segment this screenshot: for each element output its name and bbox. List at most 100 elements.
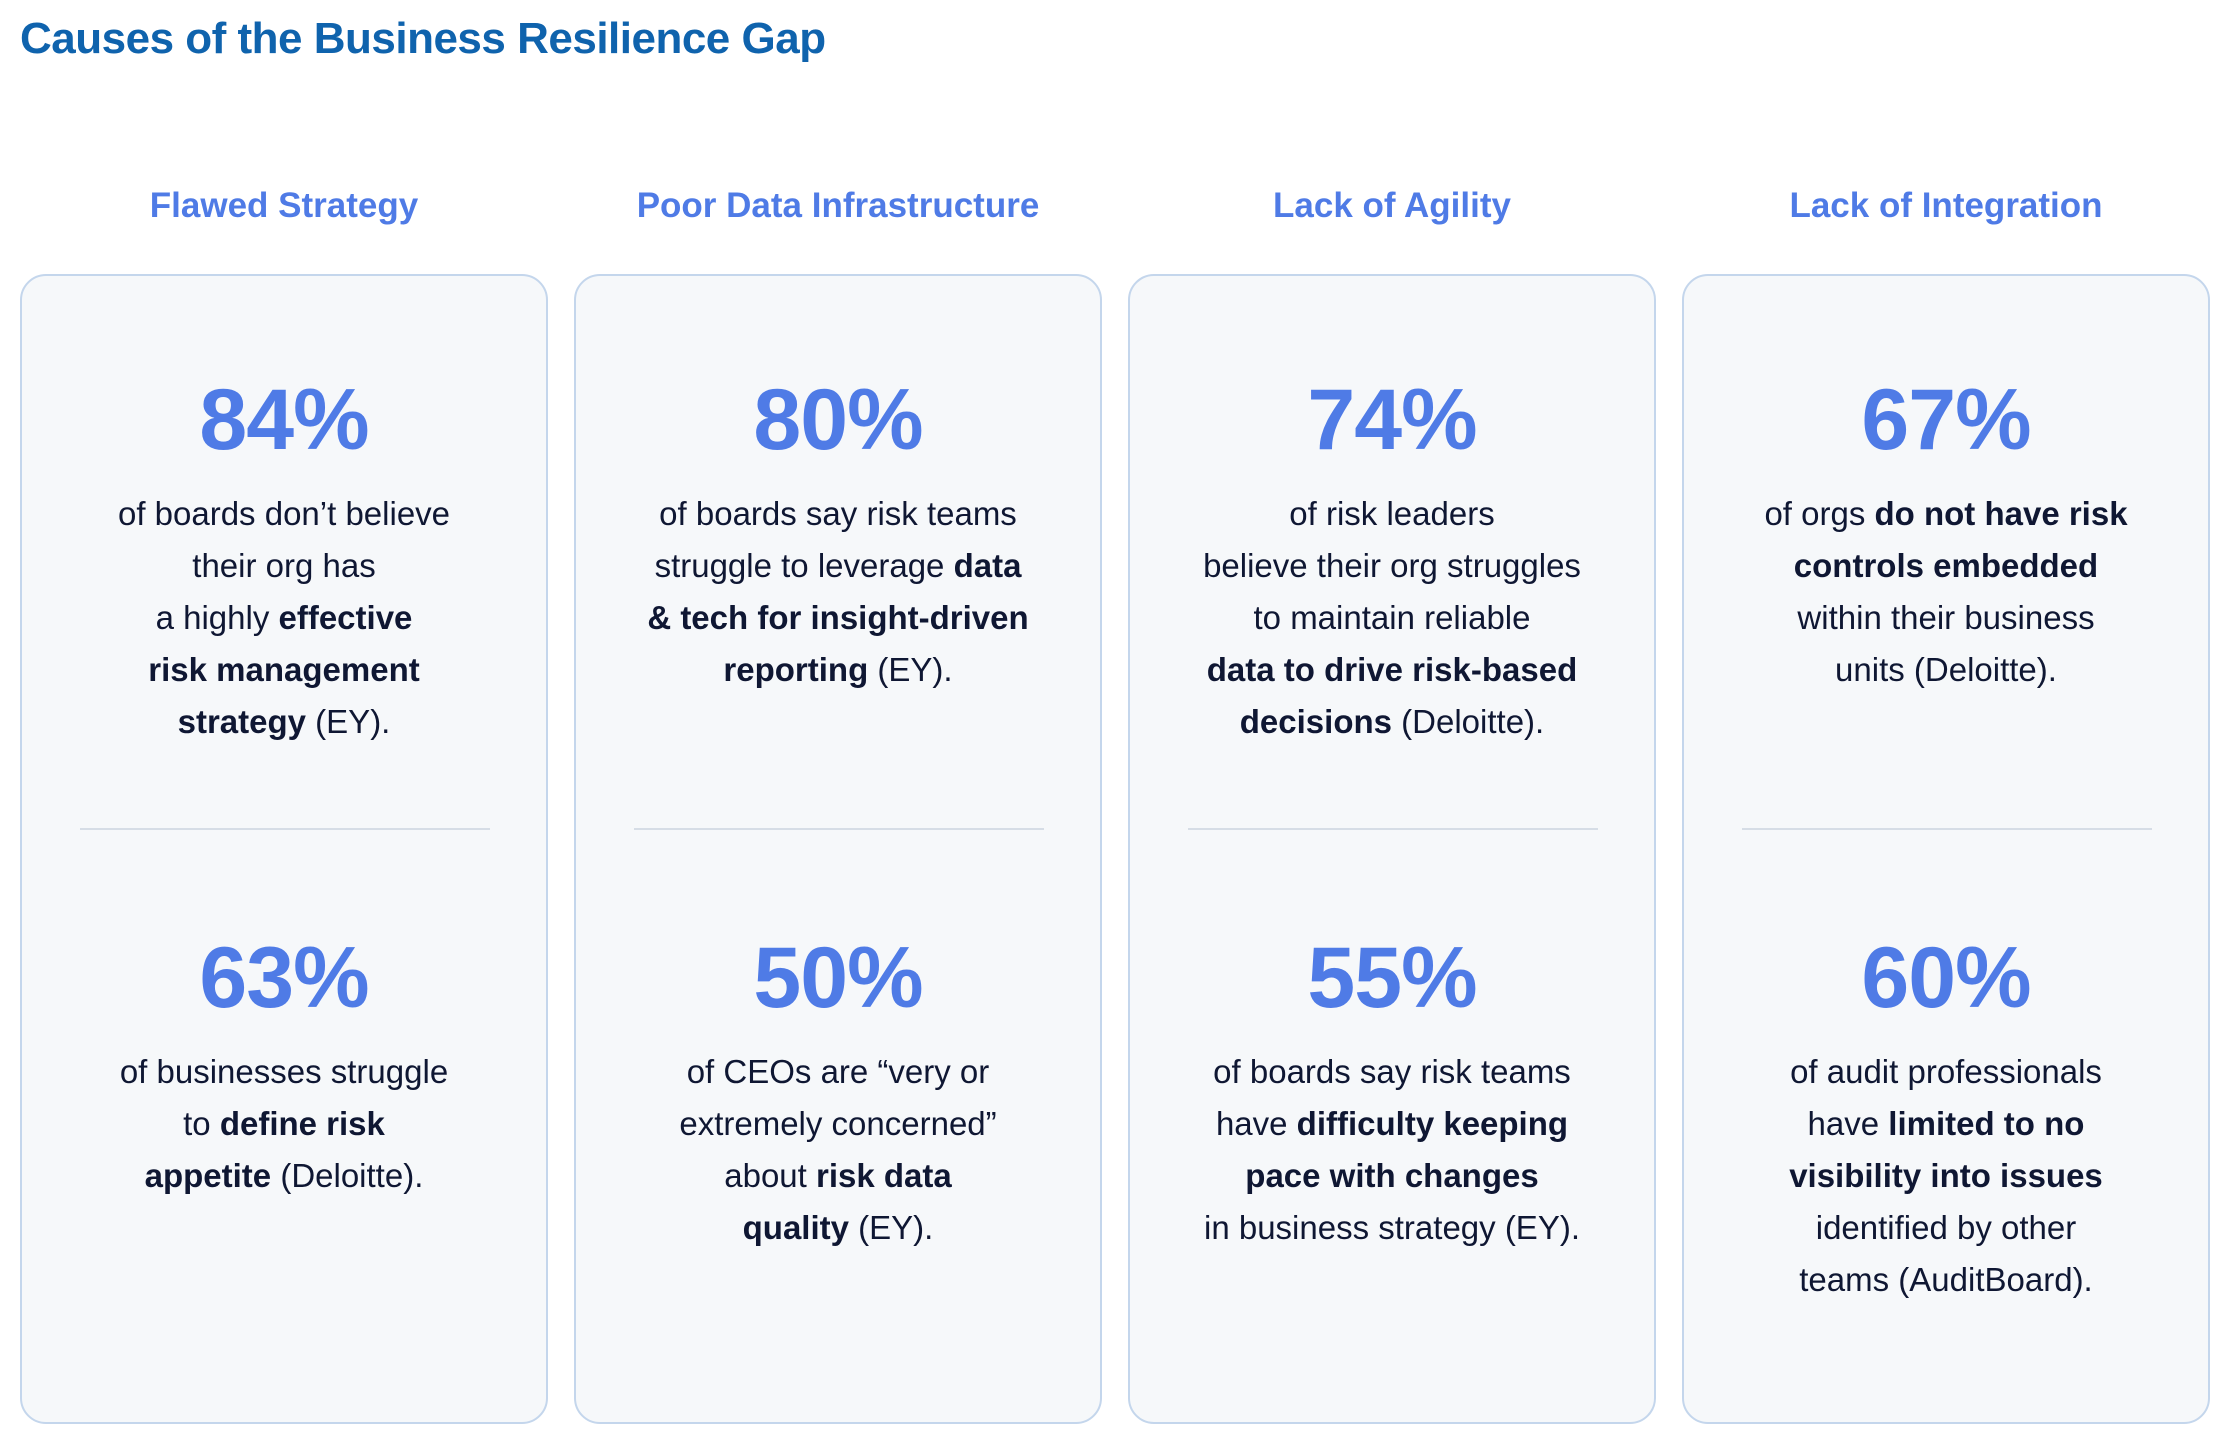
description-line: of boards say risk teams (1170, 1046, 1614, 1098)
description-line: reporting (EY). (616, 644, 1060, 696)
body-text: in business strategy (EY). (1204, 1209, 1580, 1246)
stat-value: 63% (199, 930, 369, 1026)
body-text: to maintain reliable (1253, 599, 1531, 636)
description-line: data to drive risk-based (1170, 644, 1614, 696)
stat-description: of CEOs are “very or extremely concerned”… (576, 1046, 1100, 1254)
description-line: of boards say risk teams (616, 488, 1060, 540)
stat-card: 67% of orgs do not have risk controls emb… (1682, 274, 2210, 1424)
description-line: about risk data (616, 1150, 1060, 1202)
stat-description: of boards say risk teams struggle to leve… (576, 488, 1100, 696)
emphasis-text: reporting (723, 651, 869, 688)
emphasis-text: limited to no (1888, 1105, 2085, 1142)
description-line: of CEOs are “very or (616, 1046, 1060, 1098)
body-text: of boards say risk teams (659, 495, 1017, 532)
divider (1742, 828, 2152, 830)
body-text: of orgs (1764, 495, 1875, 532)
description-line: of orgs do not have risk (1724, 488, 2168, 540)
body-text: to (183, 1105, 220, 1142)
description-line: visibility into issues (1724, 1150, 2168, 1202)
divider (1188, 828, 1598, 830)
body-text: (EY). (306, 703, 391, 740)
emphasis-text: appetite (144, 1157, 272, 1194)
emphasis-text: do not have risk (1874, 495, 2128, 532)
stat-value: 80% (753, 372, 923, 468)
emphasis-text: quality (742, 1209, 849, 1246)
body-text: of businesses struggle (119, 1053, 449, 1090)
description-line: have limited to no (1724, 1098, 2168, 1150)
description-line: risk management (62, 644, 506, 696)
stat-value: 74% (1307, 372, 1477, 468)
description-line: appetite (Deloitte). (62, 1150, 506, 1202)
description-line: decisions (Deloitte). (1170, 696, 1614, 748)
stat-block: 74% of risk leaders believe their org str… (1130, 366, 1654, 748)
body-text: of boards don’t believe (117, 495, 451, 532)
stat-value: 60% (1861, 930, 2031, 1026)
description-line: of risk leaders (1170, 488, 1614, 540)
body-text: have (1807, 1105, 1889, 1142)
stat-description: of boards don’t believe their org has a hi… (22, 488, 546, 748)
stat-block: 50% of CEOs are “very or extremely concer… (576, 924, 1100, 1254)
emphasis-text: pace with changes (1245, 1157, 1539, 1194)
description-line: of businesses struggle (62, 1046, 506, 1098)
description-line: quality (EY). (616, 1202, 1060, 1254)
column-heading: Flawed Strategy (149, 186, 419, 225)
stat-block: 80% of boards say risk teams struggle to … (576, 366, 1100, 696)
body-text: (EY). (868, 651, 953, 688)
emphasis-text: risk data (816, 1157, 952, 1194)
stat-description: of orgs do not have risk controls embedde… (1684, 488, 2208, 696)
page-title: Causes of the Business Resilience Gap (20, 14, 826, 63)
body-text: of boards say risk teams (1213, 1053, 1571, 1090)
description-line: a highly effective (62, 592, 506, 644)
description-line: identified by other (1724, 1202, 2168, 1254)
emphasis-text: decisions (1239, 703, 1392, 740)
column-heading: Lack of Agility (1273, 186, 1511, 225)
description-line: controls embedded (1724, 540, 2168, 592)
column-heading: Poor Data Infrastructure (636, 186, 1040, 225)
body-text: teams (AuditBoard). (1799, 1261, 2093, 1298)
column-heading: Lack of Integration (1789, 186, 2103, 225)
body-text: of CEOs are “very or (686, 1053, 990, 1090)
body-text: about (724, 1157, 816, 1194)
body-text: within their business (1797, 599, 2095, 636)
emphasis-text: define risk (219, 1105, 385, 1142)
stat-value: 50% (753, 930, 923, 1026)
stat-block: 63% of businesses struggle to define risk… (22, 924, 546, 1202)
stat-description: of boards say risk teams have difficulty … (1130, 1046, 1654, 1254)
description-line: pace with changes (1170, 1150, 1614, 1202)
body-text: struggle to leverage (654, 547, 954, 584)
emphasis-text: strategy (177, 703, 307, 740)
stat-block: 55% of boards say risk teams have difficu… (1130, 924, 1654, 1254)
body-text: (Deloitte). (271, 1157, 424, 1194)
body-text: units (Deloitte). (1835, 651, 2057, 688)
description-line: units (Deloitte). (1724, 644, 2168, 696)
stat-value: 84% (199, 372, 369, 468)
description-line: believe their org struggles (1170, 540, 1614, 592)
body-text: of risk leaders (1289, 495, 1495, 532)
column-lack-of-integration: Lack of Integration 67% of orgs do not h… (1682, 0, 2210, 1451)
emphasis-text: data to drive risk-based (1206, 651, 1578, 688)
stat-description: of businesses struggle to define risk appe… (22, 1046, 546, 1202)
body-text: identified by other (1815, 1209, 2077, 1246)
stat-card: 80% of boards say risk teams struggle to … (574, 274, 1102, 1424)
stat-description: of audit professionals have limited to no… (1684, 1046, 2208, 1306)
body-text: (EY). (849, 1209, 934, 1246)
emphasis-text: visibility into issues (1789, 1157, 2103, 1194)
description-line: extremely concerned” (616, 1098, 1060, 1150)
description-line: struggle to leverage data (616, 540, 1060, 592)
body-text: extremely concerned” (679, 1105, 997, 1142)
stat-card: 74% of risk leaders believe their org str… (1128, 274, 1656, 1424)
body-text: their org has (192, 547, 376, 584)
stat-block: 84% of boards don’t believe their org has… (22, 366, 546, 748)
body-text: have (1215, 1105, 1297, 1142)
body-text: of audit professionals (1790, 1053, 2102, 1090)
column-lack-of-agility: Lack of Agility 74% of risk leaders belie… (1128, 0, 1656, 1451)
body-text: (Deloitte). (1392, 703, 1545, 740)
emphasis-text: effective (278, 599, 413, 636)
emphasis-text: data (953, 547, 1022, 584)
body-text: a highly (155, 599, 279, 636)
description-line: of boards don’t believe (62, 488, 506, 540)
description-line: to maintain reliable (1170, 592, 1614, 644)
stat-value: 67% (1861, 372, 2031, 468)
emphasis-text: risk management (148, 651, 420, 688)
description-line: within their business (1724, 592, 2168, 644)
